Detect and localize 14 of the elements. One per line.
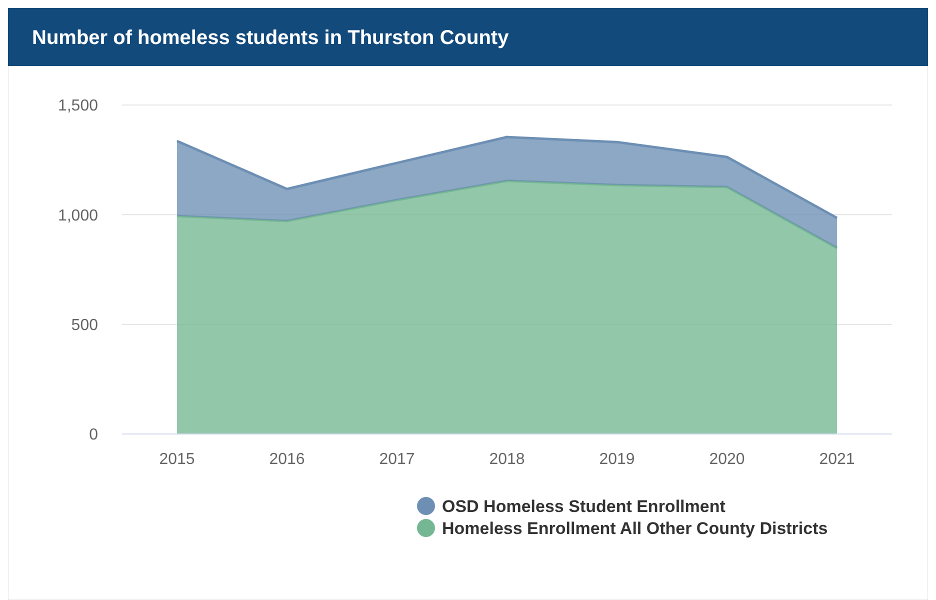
- x-tick-label: 2021: [819, 451, 855, 468]
- x-tick-label: 2018: [489, 451, 525, 468]
- y-tick-label: 1,500: [58, 98, 98, 115]
- legend-label: OSD Homeless Student Enrollment: [442, 496, 726, 516]
- y-tick-label: 0: [89, 426, 98, 444]
- x-tick-label: 2016: [269, 451, 305, 468]
- x-tick-label: 2015: [159, 451, 195, 468]
- x-tick-label: 2017: [379, 451, 415, 468]
- x-tick-label: 2019: [599, 451, 635, 468]
- y-tick-label: 1,000: [58, 207, 98, 224]
- legend-label: Homeless Enrollment All Other County Districts: [442, 518, 828, 538]
- x-tick-label: 2020: [709, 451, 745, 468]
- y-tick-label: 500: [71, 316, 98, 334]
- chart-title: Number of homeless students in Thurston County: [32, 27, 510, 49]
